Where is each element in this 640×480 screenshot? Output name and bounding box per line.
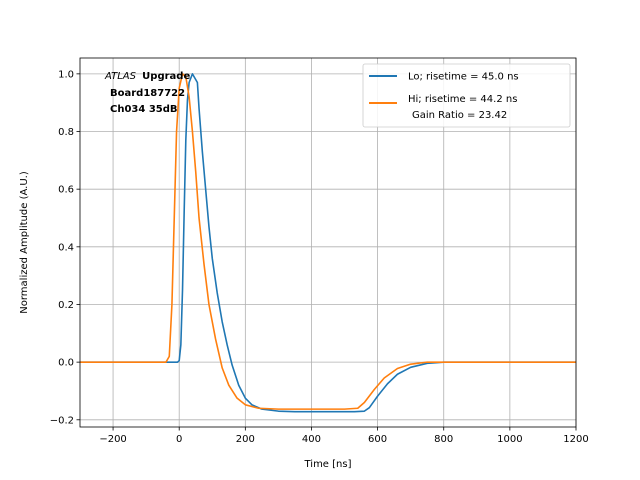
- legend-label-gain-ratio: Gain Ratio = 23.42: [412, 110, 507, 121]
- legend: Lo; risetime = 45.0 ns Hi; risetime = 44…: [362, 63, 571, 128]
- annotation-board: Board187722: [110, 88, 185, 99]
- series-line-lo: [80, 73, 576, 413]
- y-tick-label: 1.0: [58, 69, 74, 80]
- series-layer: [80, 73, 576, 413]
- x-tick-label: 200: [236, 434, 255, 445]
- x-tick-label: −200: [99, 434, 126, 445]
- legend-label-hi: Hi; risetime = 44.2 ns: [408, 94, 517, 105]
- legend-box: [362, 63, 571, 128]
- series-line-hi: [80, 73, 576, 410]
- y-tick-label: 0.6: [58, 185, 74, 196]
- x-tick-label: 0: [176, 434, 182, 445]
- y-tick-label: 0.8: [58, 127, 74, 138]
- atlas-annotation: ATLAS Upgrade Board187722 Ch034 35dB: [104, 71, 190, 115]
- x-axis-label: Time [ns]: [303, 459, 351, 470]
- annotation-channel: Ch034 35dB: [110, 104, 178, 115]
- annotation-upgrade: Upgrade: [142, 71, 190, 82]
- x-tick-label: 1000: [497, 434, 522, 445]
- plot-frame: [79, 57, 577, 428]
- y-tick-label: 0.2: [58, 300, 74, 311]
- x-tick-label: 400: [302, 434, 321, 445]
- ticks: −200 0 200 400 600 800 1000 1200 −0.2 0.0 0.2 0.4 0.…: [50, 69, 589, 445]
- annotation-line-1: ATLAS Upgrade: [104, 71, 190, 82]
- y-axis-label: Normalized Amplitude (A.U.): [19, 171, 30, 314]
- x-tick-label: 1200: [563, 434, 588, 445]
- x-tick-label: 600: [368, 434, 387, 445]
- y-tick-label: −0.2: [50, 415, 74, 426]
- y-tick-label: 0.0: [58, 358, 74, 369]
- annotation-atlas: ATLAS: [104, 71, 137, 82]
- x-tick-label: 800: [434, 434, 453, 445]
- y-tick-label: 0.4: [58, 242, 74, 253]
- legend-label-lo: Lo; risetime = 45.0 ns: [408, 72, 519, 83]
